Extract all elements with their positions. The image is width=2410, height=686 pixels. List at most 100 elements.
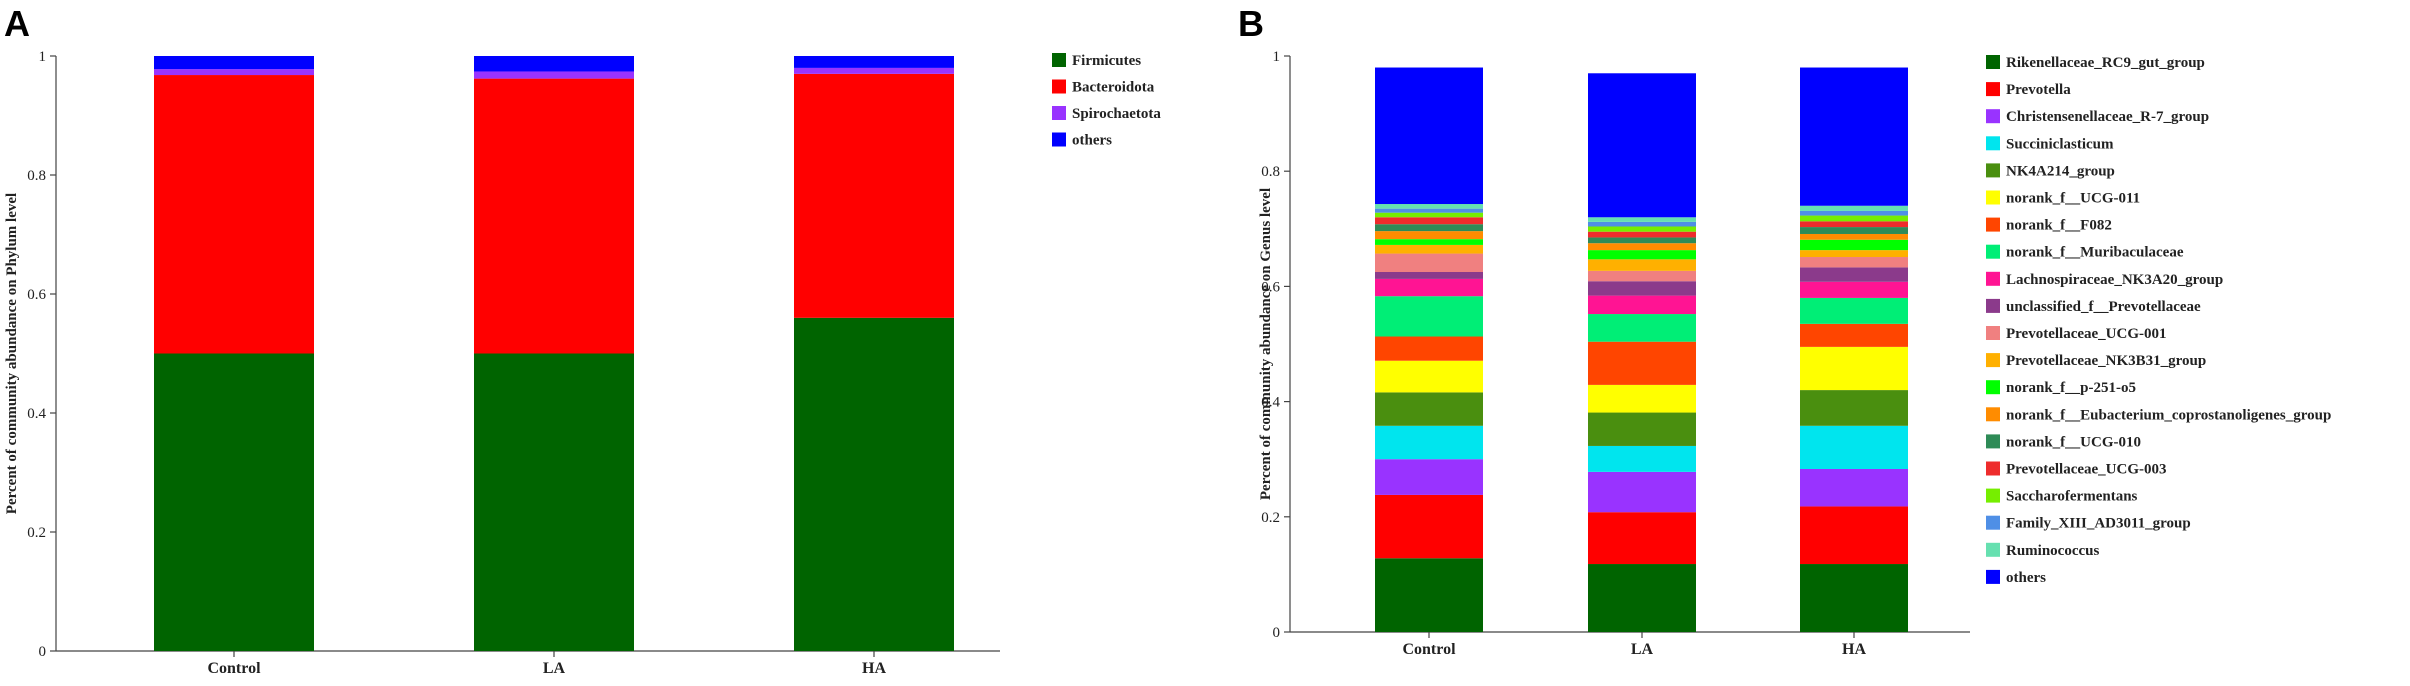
panel-a-bars xyxy=(154,56,954,651)
legend-label: Spirochaetota xyxy=(1072,106,1161,122)
y-tick-label: 0 xyxy=(39,644,47,660)
bar-segment-la-8 xyxy=(1588,295,1696,315)
legend-label: Saccharofermentans xyxy=(2006,489,2138,505)
bar-segment-ha-17 xyxy=(1800,210,1908,216)
bar-segment-control-16 xyxy=(1375,212,1483,218)
legend-label: norank_f__Eubacterium_coprostanoligenes_… xyxy=(2006,407,2331,423)
bar-segment-ha-4 xyxy=(1800,390,1908,426)
y-tick-label: 1 xyxy=(1273,49,1281,65)
bar-segment-ha-8 xyxy=(1800,281,1908,298)
x-tick-label: Control xyxy=(1402,641,1456,658)
legend-label: others xyxy=(1072,133,1112,149)
bar-segment-control-11 xyxy=(1375,244,1483,254)
panel-a-label: A xyxy=(4,3,30,44)
bar-segment-la-17 xyxy=(1588,221,1696,227)
bar-segment-ha-6 xyxy=(1800,323,1908,347)
legend-label: norank_f__p-251-o5 xyxy=(2006,380,2136,396)
bar-segment-ha-19 xyxy=(1800,67,1908,206)
bar-segment-ha-3 xyxy=(794,56,954,68)
legend-swatch xyxy=(1986,55,2000,69)
bar-segment-ha-2 xyxy=(794,67,954,74)
panel-a-axes: 0 0.2 0.4 0.6 0.8 1 Percent of community abund… xyxy=(4,49,1000,677)
bar-segment-la-4 xyxy=(1588,412,1696,446)
bar-segment-control-1 xyxy=(154,75,314,354)
bar-segment-la-9 xyxy=(1588,281,1696,296)
legend-swatch xyxy=(1986,298,2000,313)
bar-segment-ha-9 xyxy=(1800,267,1908,282)
x-tick-label: Control xyxy=(207,660,261,677)
legend-label: NK4A214_group xyxy=(2006,163,2115,179)
y-tick-label: 1 xyxy=(39,49,47,65)
y-tick-label: 0.6 xyxy=(27,287,46,303)
bar-segment-la-5 xyxy=(1588,384,1696,413)
bar-segment-ha-0 xyxy=(794,317,954,651)
y-tick-label: 0.2 xyxy=(1261,510,1280,526)
bar-segment-ha-14 xyxy=(1800,227,1908,234)
x-tick-label: HA xyxy=(1842,641,1866,658)
legend-label: Family_XIII_AD3011_group xyxy=(2006,516,2191,532)
legend-label: Rikenellaceae_RC9_gut_group xyxy=(2006,55,2205,71)
bar-segment-ha-7 xyxy=(1800,297,1908,324)
legend-label: Prevotellaceae_UCG-001 xyxy=(2006,326,2167,342)
y-tick-label: 0 xyxy=(1273,625,1281,641)
panel-a-legend: Firmicutes Bacteroidota Spirochaetota other… xyxy=(1052,53,1161,149)
bar-segment-ha-1 xyxy=(1800,506,1908,565)
bar-segment-ha-15 xyxy=(1800,221,1908,228)
legend-swatch xyxy=(1986,244,2000,259)
bar-segment-la-18 xyxy=(1588,217,1696,222)
legend-swatch xyxy=(1986,82,2000,97)
bar-segment-control-7 xyxy=(1375,296,1483,337)
legend-swatch xyxy=(1986,488,2000,503)
x-tick-label: HA xyxy=(862,660,886,677)
bar-segment-ha-5 xyxy=(1800,346,1908,391)
bar-segment-la-19 xyxy=(1588,73,1696,218)
bar-segment-control-0 xyxy=(154,353,314,651)
legend-label: Prevotellaceae_UCG-003 xyxy=(2006,462,2167,478)
bar-segment-la-12 xyxy=(1588,250,1696,260)
bar-segment-la-3 xyxy=(1588,445,1696,472)
legend-swatch xyxy=(1986,569,2000,584)
bar-segment-la-15 xyxy=(1588,231,1696,238)
panel-b-genus-chart: B 0 0.2 0.4 0.6 0.8 1 Percent of community abu… xyxy=(1238,3,2331,658)
legend-swatch xyxy=(1986,380,2000,395)
legend-swatch xyxy=(1986,434,2000,449)
legend-label: Firmicutes xyxy=(1072,53,1141,69)
y-tick-label: 0.2 xyxy=(27,525,46,541)
x-tick-label: LA xyxy=(1631,641,1654,658)
panel-b-label: B xyxy=(1238,3,1264,44)
bar-segment-ha-16 xyxy=(1800,215,1908,222)
legend-label: norank_f__F082 xyxy=(2006,218,2112,234)
legend-swatch xyxy=(1986,407,2000,422)
legend-swatch xyxy=(1986,353,2000,368)
y-tick-label: 0.4 xyxy=(27,406,46,422)
y-axis-title: Percent of community abundance on Genus … xyxy=(1258,188,1274,500)
bar-segment-ha-0 xyxy=(1800,564,1908,632)
bar-segment-ha-1 xyxy=(794,73,954,318)
bar-segment-control-14 xyxy=(1375,224,1483,232)
legend-label: Ruminococcus xyxy=(2006,543,2099,559)
legend-label: norank_f__UCG-010 xyxy=(2006,434,2141,450)
bar-segment-ha-12 xyxy=(1800,239,1908,251)
y-tick-label: 0.6 xyxy=(1261,279,1280,295)
bar-segment-control-12 xyxy=(1375,239,1483,245)
legend-swatch xyxy=(1986,542,2000,557)
bar-segment-la-13 xyxy=(1588,243,1696,251)
bar-segment-control-4 xyxy=(1375,392,1483,426)
y-axis-title: Percent of community abundance on Phylum… xyxy=(4,193,20,514)
bar-segment-la-2 xyxy=(474,71,634,79)
legend-swatch xyxy=(1986,461,2000,476)
bar-segment-ha-2 xyxy=(1800,468,1908,507)
bar-segment-control-5 xyxy=(1375,360,1483,393)
bar-segment-control-10 xyxy=(1375,253,1483,272)
legend-swatch xyxy=(1986,515,2000,530)
bar-segment-la-10 xyxy=(1588,270,1696,282)
bar-segment-control-9 xyxy=(1375,272,1483,279)
bar-segment-ha-3 xyxy=(1800,425,1908,469)
bar-segment-control-13 xyxy=(1375,231,1483,240)
y-tick-label: 0.8 xyxy=(1261,164,1280,180)
legend-label: Prevotella xyxy=(2006,82,2071,98)
bar-segment-la-0 xyxy=(474,353,634,651)
legend-label: norank_f__UCG-011 xyxy=(2006,191,2140,207)
bar-segment-la-1 xyxy=(474,78,634,354)
